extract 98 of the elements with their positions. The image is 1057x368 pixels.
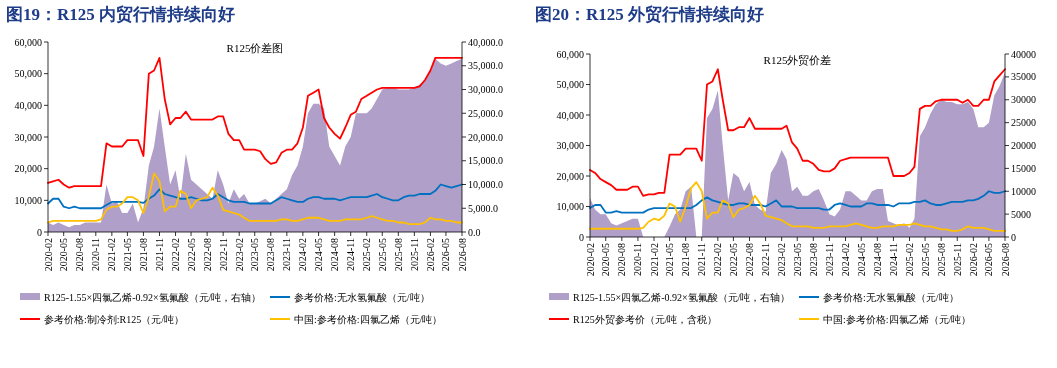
x-tick-label: 2022-08: [201, 238, 213, 272]
x-tick-label: 2022-02: [711, 243, 723, 277]
legend-label: 参考价格:无水氢氟酸（元/吨）: [294, 291, 430, 303]
y-tick-label: 50,000: [556, 79, 584, 90]
x-tick-label: 2020-11: [631, 243, 643, 276]
y-tick-label: 40,000: [14, 99, 42, 111]
x-tick-label: 2021-05: [663, 243, 675, 277]
x-tick-label: 2026-08: [456, 238, 468, 272]
x-tick-label: 2024-08: [329, 238, 341, 272]
x-tick-label: 2026-05: [982, 243, 994, 277]
x-tick-label: 2024-05: [855, 243, 867, 277]
chart-title: 图20：R125 外贸行情持续向好: [534, 5, 764, 24]
y2-tick-label: 5000: [1010, 208, 1031, 220]
x-tick-label: 2021-08: [137, 238, 149, 272]
chart-title: 图19：R125 内贸行情持续向好: [6, 5, 236, 24]
x-tick-label: 2026-08: [999, 243, 1010, 277]
legend-label: 中国:参考价格:四氯乙烯（元/吨）: [294, 313, 443, 325]
y2-tick-label: 35000: [1010, 71, 1036, 83]
x-tick-label: 2025-02: [903, 243, 915, 277]
y2-tick-label: 30000: [1010, 94, 1036, 106]
x-tick-label: 2023-08: [265, 238, 277, 272]
x-tick-label: 2026-05: [440, 238, 452, 272]
y-tick-label: 10,000: [14, 194, 42, 206]
x-tick-label: 2020-11: [90, 238, 102, 271]
x-tick-label: 2023-02: [775, 243, 787, 277]
y2-tick-label: 35,000.0: [468, 60, 503, 72]
y-tick-label: 30,000: [556, 140, 584, 151]
x-tick-label: 2022-05: [185, 238, 197, 272]
x-tick-label: 2020-08: [615, 243, 627, 277]
y2-tick-label: 25000: [1010, 117, 1036, 129]
y-tick-label: 60,000: [14, 36, 42, 48]
y2-tick-label: 25,000.0: [468, 107, 503, 119]
x-tick-label: 2023-05: [791, 243, 803, 277]
x-tick-label: 2026-02: [424, 238, 436, 272]
y2-tick-label: 10,000.0: [468, 179, 503, 190]
chart-subtitle: R125外贸价差: [763, 54, 831, 66]
x-tick-label: 2021-11: [695, 243, 707, 276]
x-tick-label: 2020-02: [584, 243, 595, 277]
x-tick-label: 2023-08: [807, 243, 819, 277]
y2-tick-label: 40,000.0: [468, 36, 503, 48]
y2-tick-label: 15,000.0: [468, 155, 503, 167]
x-tick-label: 2024-08: [871, 243, 883, 277]
x-tick-label: 2025-05: [919, 243, 931, 277]
y2-tick-label: 0.0: [468, 226, 481, 238]
legend-label: 中国:参考价格:四氯乙烯（元/吨）: [822, 313, 971, 325]
y-tick-label: 20,000: [556, 170, 584, 182]
y-tick-label: 50,000: [14, 68, 42, 80]
x-tick-label: 2022-08: [743, 243, 755, 277]
x-tick-label: 2021-02: [648, 243, 660, 277]
y2-tick-label: 0: [1010, 231, 1016, 243]
y-tick-label: 30,000: [14, 131, 42, 143]
x-tick-label: 2025-02: [361, 238, 373, 272]
y2-tick-label: 5,000.0: [468, 202, 498, 214]
x-tick-label: 2021-05: [121, 238, 133, 272]
y2-tick-label: 20000: [1010, 140, 1036, 151]
chart-subtitle: R125价差图: [226, 42, 284, 54]
y2-tick-label: 20,000.0: [468, 131, 503, 143]
y2-tick-label: 15000: [1010, 162, 1036, 174]
legend-label: 参考价格:制冷剂:R125（元/吨）: [44, 313, 185, 325]
y-tick-label: 0: [37, 226, 42, 238]
legend-label: R125-1.55×四氯乙烯-0.92×氢氟酸（元/吨，右轴）: [572, 291, 790, 303]
x-tick-label: 2026-02: [967, 243, 979, 277]
y-tick-label: 60,000: [556, 48, 584, 60]
y-tick-label: 20,000: [14, 163, 42, 175]
y2-tick-label: 40000: [1010, 48, 1036, 60]
x-tick-label: 2020-05: [58, 238, 70, 272]
y-tick-label: 40,000: [556, 109, 584, 121]
x-tick-label: 2025-11: [951, 243, 963, 276]
x-tick-label: 2022-02: [170, 238, 182, 272]
legend-label: R125外贸参考价（元/吨，含税）: [572, 313, 717, 325]
legend-label: 参考价格:无水氢氟酸（元/吨）: [822, 291, 959, 303]
x-tick-label: 2025-08: [392, 238, 404, 272]
x-tick-label: 2025-11: [408, 238, 420, 271]
x-tick-label: 2021-11: [153, 238, 165, 271]
x-tick-label: 2023-05: [249, 238, 261, 272]
x-tick-label: 2024-11: [345, 238, 357, 271]
x-tick-label: 2023-02: [233, 238, 245, 272]
x-tick-label: 2021-02: [106, 238, 118, 272]
legend-label: R125-1.55×四氯乙烯-0.92×氢氟酸（元/吨，右轴）: [44, 291, 262, 303]
x-tick-label: 2021-08: [679, 243, 691, 277]
x-tick-label: 2020-02: [42, 238, 54, 272]
x-tick-label: 2022-11: [759, 243, 771, 276]
x-tick-label: 2023-11: [281, 238, 293, 271]
x-tick-label: 2022-11: [217, 238, 229, 271]
x-tick-label: 2024-05: [313, 238, 325, 272]
x-tick-label: 2022-05: [727, 243, 739, 277]
x-tick-label: 2020-08: [74, 238, 86, 272]
x-tick-label: 2020-05: [599, 243, 611, 277]
x-tick-label: 2023-11: [823, 243, 835, 276]
y2-tick-label: 30,000.0: [468, 84, 503, 95]
x-tick-label: 2024-11: [887, 243, 899, 276]
x-tick-label: 2024-02: [839, 243, 851, 277]
x-tick-label: 2024-02: [297, 238, 309, 272]
x-tick-label: 2025-08: [935, 243, 947, 277]
x-tick-label: 2025-05: [376, 238, 388, 272]
y-tick-label: 10,000: [556, 201, 584, 212]
y2-tick-label: 10000: [1010, 185, 1036, 197]
y-tick-label: 0: [578, 231, 584, 243]
